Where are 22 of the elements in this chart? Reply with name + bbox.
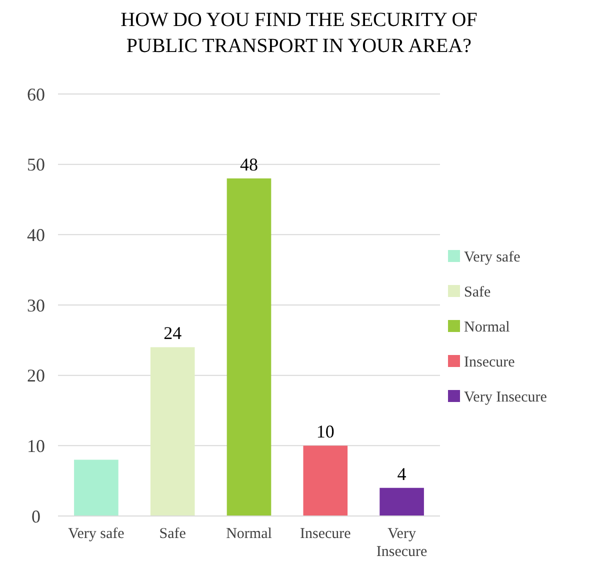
legend-label: Very safe <box>464 249 521 266</box>
legend-label: Safe <box>464 284 491 300</box>
data-label: 48 <box>240 154 258 174</box>
x-tick-label: Very Insecure <box>376 526 428 560</box>
data-label: 10 <box>316 422 334 442</box>
legend-label: Very Insecure <box>464 389 548 406</box>
x-tick-label: Safe <box>159 526 186 542</box>
y-tick-label: 20 <box>27 366 45 386</box>
legend-label: Normal <box>464 319 510 336</box>
x-tick-label: Insecure <box>300 526 352 542</box>
x-tick-label: Very safe <box>68 526 125 542</box>
data-label: 4 <box>397 464 406 484</box>
y-tick-label: 30 <box>27 295 45 316</box>
y-tick-label: 0 <box>32 506 40 526</box>
x-tick-label: Normal <box>226 526 272 542</box>
y-tick-label: 10 <box>27 436 45 456</box>
y-tick-label: 40 <box>27 224 45 245</box>
legend-label: Insecure <box>464 354 516 370</box>
y-tick-label: 50 <box>27 154 45 175</box>
data-label: 24 <box>164 323 182 344</box>
chart-title: HOW DO YOU FIND THE SECURITY OF PUBLIC TRANSPORT IN YOUR AREA? <box>120 9 478 57</box>
y-tick-label: 60 <box>27 84 45 104</box>
